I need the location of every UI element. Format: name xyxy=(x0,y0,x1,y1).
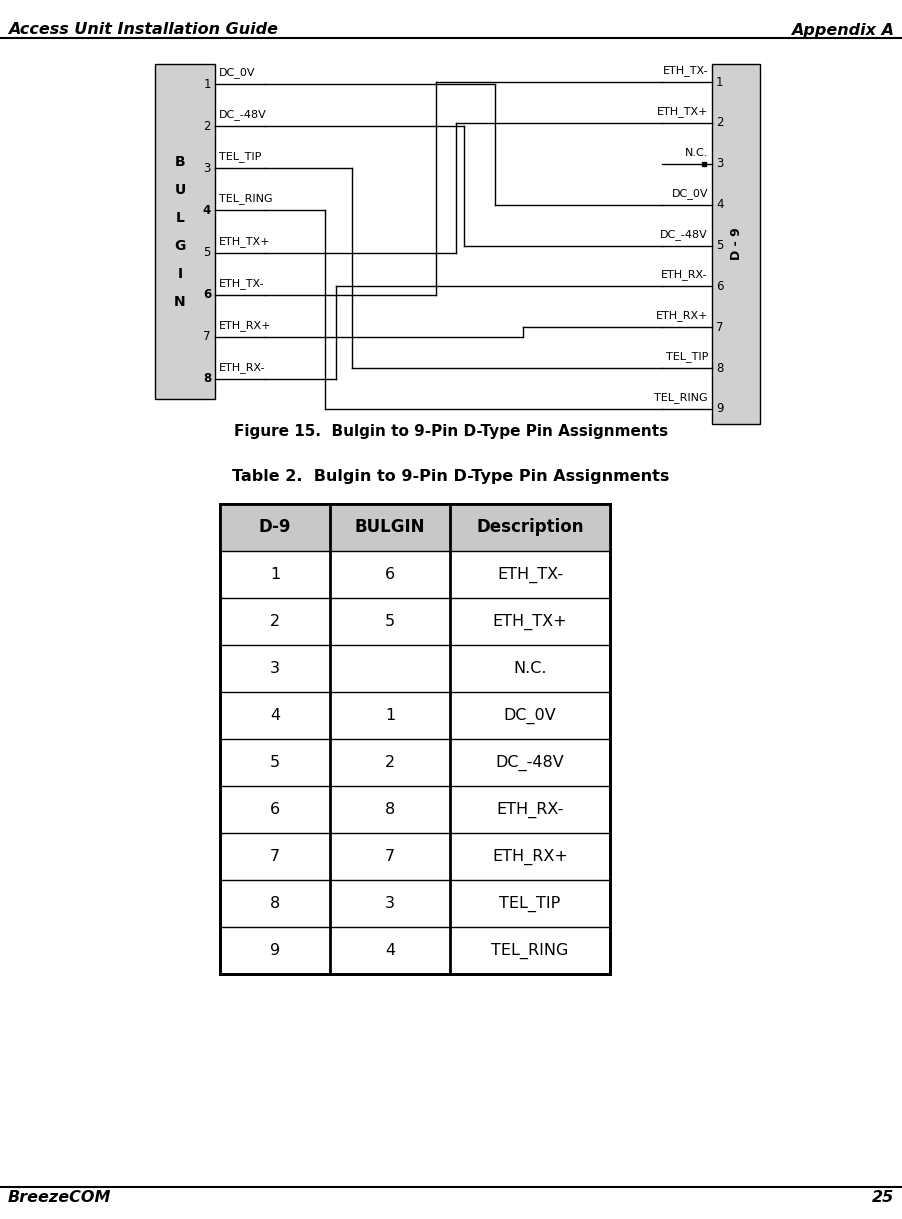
Text: 25: 25 xyxy=(871,1190,894,1204)
Text: DC_0V: DC_0V xyxy=(503,707,557,724)
Text: 1: 1 xyxy=(270,567,281,581)
Text: Access Unit Installation Guide: Access Unit Installation Guide xyxy=(8,22,278,38)
Bar xyxy=(712,65,760,424)
Text: 1: 1 xyxy=(716,76,723,89)
Text: TEL_RING: TEL_RING xyxy=(492,942,568,958)
Text: 2: 2 xyxy=(385,755,395,770)
Text: ETH_TX-: ETH_TX- xyxy=(497,567,563,583)
Text: DC_-48V: DC_-48V xyxy=(219,110,267,121)
Text: 4: 4 xyxy=(270,708,280,723)
Text: 7: 7 xyxy=(270,848,280,864)
Text: 3: 3 xyxy=(716,157,723,171)
Text: 7: 7 xyxy=(716,321,723,334)
Text: U: U xyxy=(174,183,186,196)
Bar xyxy=(155,65,215,399)
Text: Description: Description xyxy=(476,518,584,536)
Text: 9: 9 xyxy=(716,402,723,416)
Text: BreezeCOM: BreezeCOM xyxy=(8,1190,111,1204)
Text: ETH_TX-: ETH_TX- xyxy=(662,65,708,76)
Text: 5: 5 xyxy=(385,614,395,629)
Text: 4: 4 xyxy=(385,944,395,958)
Text: L: L xyxy=(176,211,184,224)
Text: 6: 6 xyxy=(716,280,723,293)
Text: 8: 8 xyxy=(270,896,281,911)
Text: ETH_RX-: ETH_RX- xyxy=(219,362,265,373)
Text: TEL_TIP: TEL_TIP xyxy=(219,151,262,162)
Text: N: N xyxy=(174,295,186,308)
Text: 6: 6 xyxy=(270,802,280,817)
Text: 5: 5 xyxy=(270,755,280,770)
Text: 7: 7 xyxy=(385,848,395,864)
Text: DC_-48V: DC_-48V xyxy=(495,755,565,770)
Text: ETH_TX-: ETH_TX- xyxy=(219,278,264,289)
Text: 5: 5 xyxy=(716,239,723,252)
Text: 4: 4 xyxy=(716,199,723,211)
Text: B: B xyxy=(175,155,185,168)
Text: D - 9: D - 9 xyxy=(730,228,742,261)
Text: TEL_RING: TEL_RING xyxy=(219,194,272,205)
Text: ETH_RX+: ETH_RX+ xyxy=(219,319,272,330)
Text: TEL_TIP: TEL_TIP xyxy=(500,896,561,912)
Text: ETH_TX+: ETH_TX+ xyxy=(492,613,567,629)
Text: TEL_RING: TEL_RING xyxy=(654,393,708,403)
Text: D-9: D-9 xyxy=(259,518,291,536)
Text: ETH_RX+: ETH_RX+ xyxy=(492,848,568,864)
Text: ETH_TX+: ETH_TX+ xyxy=(219,235,271,246)
Text: 1: 1 xyxy=(385,708,395,723)
Text: DC_0V: DC_0V xyxy=(671,188,708,199)
Text: TEL_TIP: TEL_TIP xyxy=(666,351,708,362)
Text: I: I xyxy=(178,267,182,280)
Text: ETH_RX-: ETH_RX- xyxy=(496,801,564,818)
Text: Figure 15.  Bulgin to 9-Pin D-Type Pin Assignments: Figure 15. Bulgin to 9-Pin D-Type Pin As… xyxy=(234,424,668,439)
Text: 2: 2 xyxy=(716,116,723,129)
Text: 4: 4 xyxy=(203,204,211,217)
Text: 8: 8 xyxy=(385,802,395,817)
Text: 1: 1 xyxy=(204,78,211,90)
Text: 9: 9 xyxy=(270,944,280,958)
Text: N.C.: N.C. xyxy=(513,661,547,677)
Text: 3: 3 xyxy=(270,661,280,677)
Text: 2: 2 xyxy=(270,614,280,629)
Text: ETH_TX+: ETH_TX+ xyxy=(657,106,708,117)
Text: 5: 5 xyxy=(204,246,211,260)
Text: ETH_RX-: ETH_RX- xyxy=(661,269,708,280)
Text: 6: 6 xyxy=(203,288,211,301)
Text: DC_0V: DC_0V xyxy=(219,67,255,78)
Text: 7: 7 xyxy=(204,330,211,344)
Text: DC_-48V: DC_-48V xyxy=(660,229,708,239)
Bar xyxy=(220,503,610,551)
Text: 3: 3 xyxy=(204,162,211,174)
Text: Appendix A: Appendix A xyxy=(791,22,894,38)
Text: 3: 3 xyxy=(385,896,395,911)
Text: 8: 8 xyxy=(203,373,211,385)
Text: BULGIN: BULGIN xyxy=(354,518,425,536)
Text: 2: 2 xyxy=(204,119,211,133)
Text: 8: 8 xyxy=(716,362,723,374)
Text: G: G xyxy=(174,239,186,252)
Text: N.C.: N.C. xyxy=(685,147,708,157)
Text: ETH_RX+: ETH_RX+ xyxy=(656,311,708,322)
Bar xyxy=(220,503,610,974)
Text: Table 2.  Bulgin to 9-Pin D-Type Pin Assignments: Table 2. Bulgin to 9-Pin D-Type Pin Assi… xyxy=(233,469,669,484)
Text: 6: 6 xyxy=(385,567,395,581)
